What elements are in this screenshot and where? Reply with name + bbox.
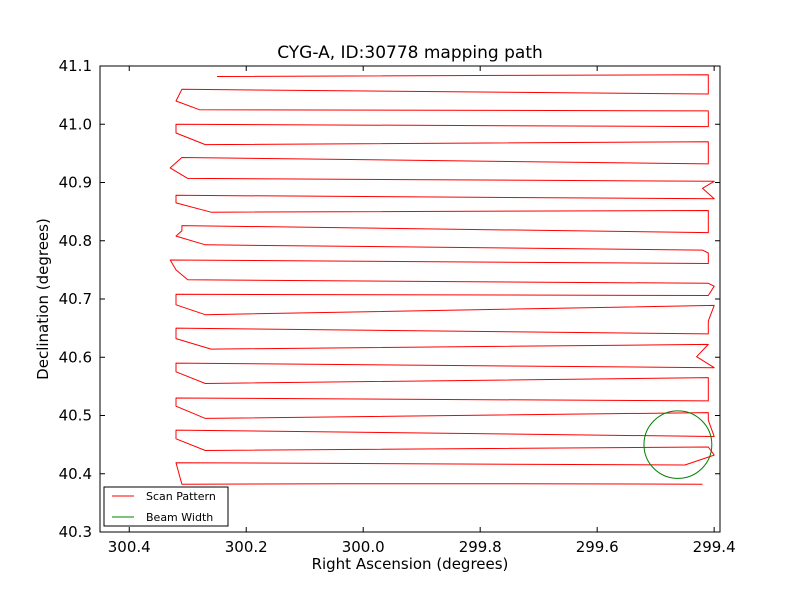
x-axis-ticks: 300.4 300.2 300.0 299.8 299.6 299.4 (108, 66, 736, 556)
x-tick-label: 299.8 (459, 538, 502, 556)
series-beam-width-circle (643, 410, 713, 479)
y-tick-label: 40.8 (59, 232, 92, 250)
y-tick-label: 40.6 (59, 348, 92, 366)
y-axis-ticks: 40.3 40.4 40.5 40.6 40.7 40.8 40.9 41.0 41.1 (59, 57, 720, 541)
legend: Scan Pattern Beam Width (103, 486, 229, 527)
y-tick-label: 41.0 (59, 115, 92, 133)
y-axis-label: Declination (degrees) (34, 218, 52, 380)
legend-label-scan-pattern: Scan Pattern (146, 490, 216, 503)
y-tick-label: 40.3 (59, 523, 92, 541)
series-layer (169, 74, 715, 485)
x-tick-label: 300.0 (342, 538, 385, 556)
x-tick-label: 300.2 (225, 538, 268, 556)
y-tick-label: 40.9 (59, 174, 92, 192)
y-tick-label: 40.5 (59, 407, 92, 425)
y-tick-label: 40.7 (59, 290, 92, 308)
x-tick-label: 299.4 (693, 538, 736, 556)
y-tick-label: 40.4 (59, 465, 92, 483)
x-axis-label: Right Ascension (degrees) (312, 555, 509, 573)
chart-title: CYG-A, ID:30778 mapping path (277, 43, 543, 63)
legend-label-beam-width: Beam Width (146, 511, 213, 524)
x-tick-label: 299.6 (576, 538, 619, 556)
series-scan-pattern-line (169, 74, 715, 485)
y-tick-label: 41.1 (59, 57, 92, 75)
x-tick-label: 300.4 (108, 538, 151, 556)
legend-box (103, 486, 229, 527)
